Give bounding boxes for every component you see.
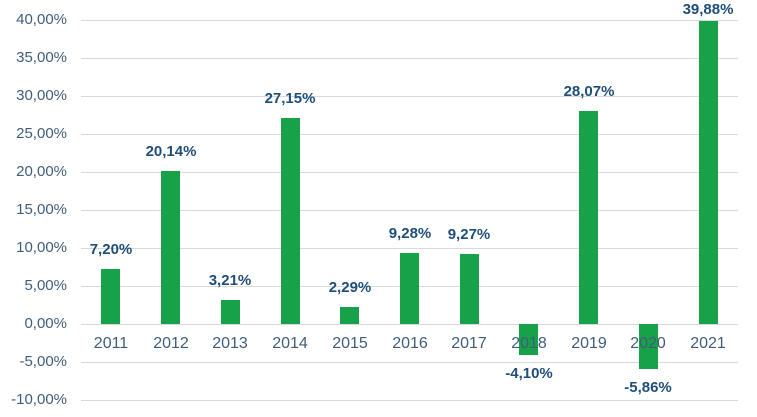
x-tick-label: 2014 [272, 335, 308, 352]
bar-2011 [101, 269, 120, 324]
gridline [81, 362, 738, 363]
gridline [81, 96, 738, 97]
x-tick-label: 2020 [630, 335, 666, 352]
x-tick-label: 2015 [332, 335, 368, 352]
x-tick-label: 2018 [511, 335, 547, 352]
gridline [81, 400, 738, 401]
bar-value-label: 2,29% [328, 279, 372, 296]
bar-value-label: 20,14% [145, 143, 197, 160]
bar-2021 [699, 21, 718, 324]
y-tick-label: 30,00% [16, 87, 67, 104]
bar-value-label: -5,86% [624, 379, 672, 396]
x-tick-label: 2012 [153, 335, 189, 352]
gridline [81, 210, 738, 211]
bar-value-label: 39,88% [682, 1, 734, 18]
bar-value-label: 9,28% [388, 225, 432, 242]
y-tick-label: 5,00% [24, 277, 67, 294]
x-tick-label: 2011 [93, 335, 129, 352]
y-tick-label: -10,00% [11, 391, 67, 408]
bar-2015 [340, 307, 359, 324]
gridline [81, 134, 738, 135]
bar-2012 [161, 171, 180, 324]
bar-value-label: 27,15% [264, 90, 316, 107]
x-tick-label: 2021 [690, 335, 726, 352]
gridline [81, 324, 738, 325]
bar-value-label: 7,20% [89, 241, 133, 258]
y-tick-label: -5,00% [19, 353, 67, 370]
bar-value-label: 3,21% [208, 272, 252, 289]
y-tick-label: 25,00% [16, 125, 67, 142]
bar-2016 [400, 253, 419, 324]
y-tick-label: 0,00% [24, 315, 67, 332]
bar-2020 [639, 324, 658, 369]
bar-2014 [281, 118, 300, 324]
x-tick-label: 2013 [212, 335, 248, 352]
y-tick-label: 40,00% [16, 11, 67, 28]
bar-2017 [460, 254, 479, 324]
gridline [81, 58, 738, 59]
y-tick-label: 20,00% [16, 163, 67, 180]
bar-value-label: 28,07% [563, 83, 615, 100]
y-tick-label: 10,00% [16, 239, 67, 256]
gridline [81, 20, 738, 21]
y-tick-label: 15,00% [16, 201, 67, 218]
bar-2019 [579, 111, 598, 324]
gridline [81, 172, 738, 173]
bar-2013 [221, 300, 240, 324]
bar-2018 [519, 324, 538, 355]
bar-value-label: 9,27% [447, 226, 491, 243]
gridline [81, 248, 738, 249]
x-tick-label: 2017 [451, 335, 487, 352]
x-tick-label: 2019 [571, 335, 607, 352]
x-tick-label: 2016 [392, 335, 428, 352]
y-tick-label: 35,00% [16, 49, 67, 66]
bar-value-label: -4,10% [505, 365, 553, 382]
